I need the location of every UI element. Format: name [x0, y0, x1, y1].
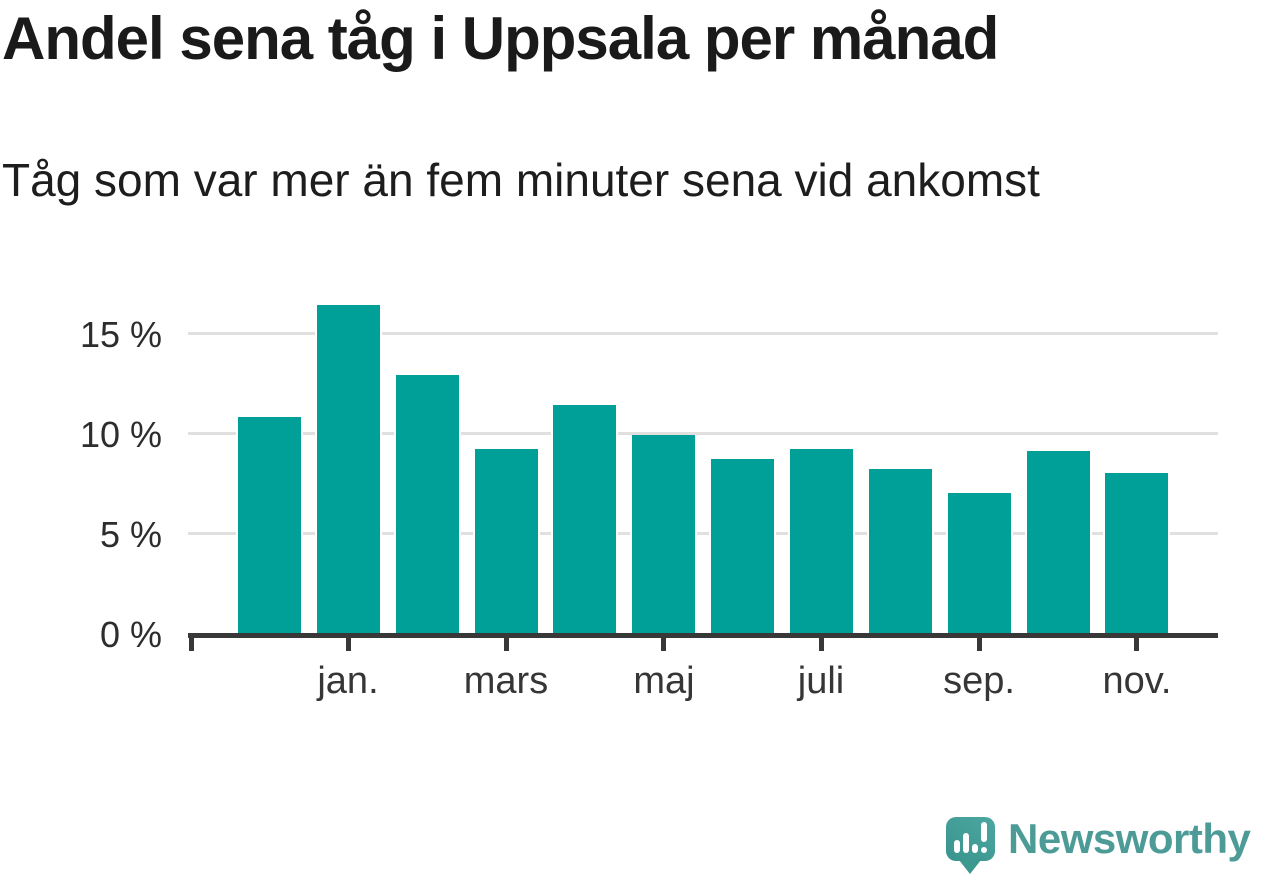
bar-nov.: [1105, 473, 1168, 633]
x-axis-tick: [1134, 633, 1139, 651]
y-axis-tick-label: 5 %: [99, 514, 162, 555]
x-axis-tick: [977, 633, 982, 651]
y-axis-tick-label: 15 %: [79, 314, 162, 355]
logo-speech-bubble-tail: [959, 860, 981, 874]
x-axis-tick: [346, 633, 351, 651]
bar-mars: [475, 449, 538, 633]
x-axis-tick-label: mars: [463, 660, 549, 702]
logo-exclamation-dot-icon: [981, 847, 987, 853]
bar-feb.: [396, 375, 459, 633]
gridline: [188, 532, 1218, 535]
bar-sep.: [948, 493, 1011, 633]
x-axis-line: [188, 633, 1218, 638]
x-axis-start-tick: [189, 633, 194, 651]
newsworthy-logo-icon: [946, 817, 995, 874]
newsworthy-logo-text: Newsworthy: [1008, 815, 1251, 862]
gridline: [188, 432, 1218, 435]
x-axis-tick-label: jan.: [317, 660, 379, 702]
bar-jan.: [317, 305, 380, 633]
bar-maj: [632, 435, 695, 633]
gridline: [188, 332, 1218, 335]
x-axis-tick: [819, 633, 824, 651]
x-axis-tick-label: nov.: [1102, 660, 1172, 702]
bar-juni: [711, 459, 774, 633]
y-axis-tick-label: 0 %: [99, 614, 162, 655]
x-axis-tick: [661, 633, 666, 651]
x-axis-tick: [504, 633, 509, 651]
bar-apr.: [553, 405, 616, 633]
bar-juli: [790, 449, 853, 633]
bar-aug.: [869, 469, 932, 633]
x-axis-tick-label: maj: [633, 660, 695, 702]
bar-okt.: [1027, 451, 1090, 633]
y-axis-tick-label: 10 %: [79, 414, 162, 455]
x-axis-tick-label: juli: [797, 660, 845, 702]
logo-exclamation-icon: [981, 822, 987, 842]
bar-dec.: [238, 417, 301, 633]
logo-bar-icon: [972, 844, 978, 853]
chart-subtitle: Tåg som var mer än fem minuter sena vid …: [2, 154, 1040, 206]
logo-bar-icon: [963, 833, 969, 853]
chart-title: Andel sena tåg i Uppsala per månad: [2, 5, 999, 72]
newsworthy-logo: Newsworthy: [946, 815, 1251, 874]
x-axis-tick-label: sep.: [943, 660, 1015, 702]
logo-bar-icon: [954, 840, 960, 853]
